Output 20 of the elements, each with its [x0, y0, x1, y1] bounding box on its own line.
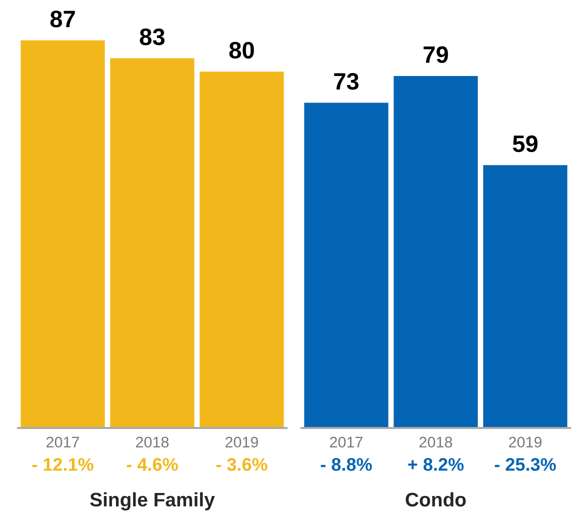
text: - 12.1% — [32, 458, 94, 471]
x-tick-label: 2017 — [330, 436, 362, 448]
data-label: 59 — [512, 135, 538, 152]
x-tick-label: 2018 — [136, 436, 169, 448]
x-axis-title: Condo — [406, 492, 466, 507]
data-label: 73 — [334, 73, 359, 90]
text: - 8.8% — [320, 458, 372, 471]
text: - 3.6% — [216, 458, 268, 471]
x-tick-label: 2018 — [420, 436, 452, 448]
x-tick-label: 2019 — [226, 436, 258, 448]
text: - 4.6% — [126, 458, 178, 471]
x-tick-label: 2017 — [46, 436, 79, 448]
x-tick-label: 2019 — [509, 436, 542, 448]
data-label: 79 — [424, 46, 448, 64]
x-axis-title: Single Family — [90, 492, 215, 510]
text: + 8.2% — [408, 458, 464, 471]
data-label: 83 — [140, 28, 165, 46]
data-label: 80 — [229, 42, 254, 59]
text: - 25.3% — [494, 458, 556, 471]
data-label: 87 — [50, 10, 75, 28]
